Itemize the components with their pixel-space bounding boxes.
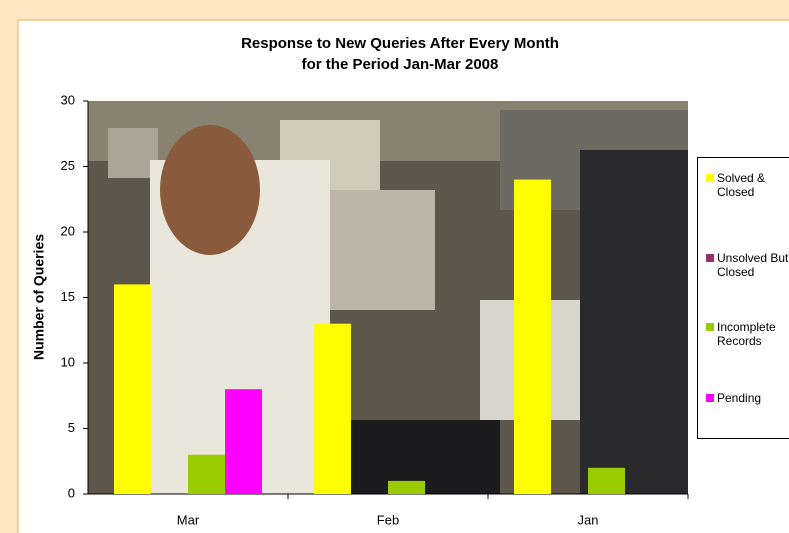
- y-tick-label: 15: [61, 289, 75, 304]
- photo-background: [88, 101, 688, 494]
- bar: [188, 454, 225, 494]
- legend-label: Solved & Closed: [717, 171, 766, 199]
- y-tick-label: 5: [68, 420, 75, 435]
- bar: [588, 467, 625, 494]
- y-tick-label: 0: [68, 485, 75, 500]
- legend-swatch: [706, 323, 714, 331]
- legend-label: Pending: [717, 391, 762, 405]
- y-axis-label: Number of Queries: [31, 234, 47, 360]
- legend: Solved & Closed Unsolved But Closed Incomp…: [697, 157, 789, 439]
- legend-label: Unsolved But Closed: [717, 251, 789, 279]
- x-tick-label: Feb: [377, 512, 399, 527]
- bar: [388, 480, 425, 494]
- bar: [514, 179, 551, 494]
- legend-item: Incomplete Records: [706, 320, 789, 348]
- chart-title: Response to New Queries After Every Mont…: [241, 35, 559, 52]
- legend-swatch: [706, 254, 714, 262]
- y-tick-label: 20: [61, 223, 75, 238]
- legend-swatch: [706, 174, 714, 182]
- legend-item: Pending: [706, 391, 789, 405]
- legend-swatch: [706, 394, 714, 402]
- y-tick-label: 10: [61, 354, 75, 369]
- legend-item: Unsolved But Closed: [706, 251, 789, 279]
- x-tick-label: Mar: [177, 512, 200, 527]
- legend-item: Solved & Closed: [706, 171, 789, 199]
- y-tick-label: 30: [61, 92, 75, 107]
- chart-title: for the Period Jan-Mar 2008: [302, 56, 499, 73]
- bar: [225, 389, 262, 494]
- legend-label: Incomplete Records: [717, 320, 776, 348]
- bar: [314, 323, 351, 494]
- y-tick-label: 25: [61, 158, 75, 173]
- x-tick-label: Jan: [578, 512, 599, 527]
- bar: [114, 284, 151, 494]
